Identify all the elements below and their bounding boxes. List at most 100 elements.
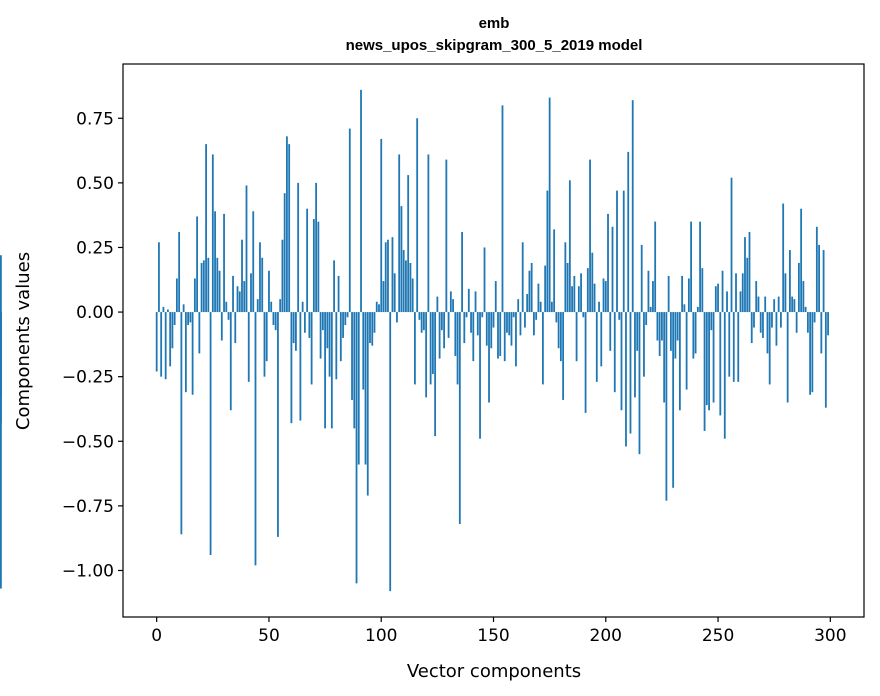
y-tick-label: −1.00 (62, 561, 114, 581)
bar-247 (710, 312, 713, 331)
bar-74 (321, 312, 324, 331)
bar-203 (611, 226, 614, 313)
bar-235 (683, 304, 686, 313)
bar-136 (461, 231, 463, 313)
bar-104 (389, 312, 392, 592)
bar-67 (306, 208, 309, 313)
bar-182 (564, 242, 567, 313)
plot-frame (122, 63, 865, 618)
bar-137 (463, 312, 466, 344)
bar-39 (243, 281, 246, 313)
bar-275 (773, 299, 776, 313)
x-tick-label: 150 (477, 626, 509, 646)
bar-118 (420, 312, 423, 333)
bar-38 (241, 239, 243, 313)
bar-283 (791, 296, 794, 313)
bar-63 (297, 182, 300, 313)
y-tick-label: 0.75 (76, 109, 114, 129)
bar-146 (483, 247, 486, 313)
x-tick-label: 200 (590, 626, 622, 646)
bar-156 (506, 312, 508, 333)
bar-219 (647, 270, 650, 313)
bar-87 (351, 312, 353, 400)
bar-204 (613, 312, 616, 393)
bar-200 (604, 281, 607, 313)
bar-15 (189, 312, 192, 323)
bar-81 (337, 275, 340, 313)
bar-170 (537, 283, 540, 313)
bar-121 (427, 154, 430, 313)
x-tick-label: 100 (365, 626, 397, 646)
bar-151 (494, 281, 497, 313)
bar-249 (714, 286, 717, 313)
x-tick-label: 0 (151, 626, 162, 646)
bar-241 (696, 306, 699, 313)
bar-159 (512, 312, 515, 318)
bar-100 (380, 138, 383, 313)
bar-165 (526, 293, 529, 313)
bar-168 (533, 312, 535, 336)
bar-266 (753, 312, 755, 328)
bar-243 (701, 268, 704, 313)
bar-65 (301, 301, 304, 313)
bar-286 (797, 262, 800, 313)
bar-279 (782, 203, 785, 313)
bar-1 (158, 242, 160, 313)
bar-183 (566, 262, 569, 313)
bar-21 (202, 260, 205, 313)
bar-280 (784, 273, 787, 313)
bar-260 (739, 291, 742, 313)
bar-158 (510, 312, 513, 346)
bar-64 (299, 312, 302, 421)
bar-30 (223, 213, 225, 313)
bar-252 (721, 270, 724, 313)
bar-98 (375, 301, 378, 313)
bar-281 (786, 312, 789, 403)
bar-190 (582, 312, 585, 318)
bar-139 (467, 288, 470, 313)
bar-72 (317, 221, 320, 313)
bar-303 (0, 312, 2, 589)
bar-125 (436, 296, 439, 313)
bar-144 (479, 312, 481, 439)
bar-97 (373, 312, 376, 333)
bar-134 (456, 312, 459, 385)
bar-272 (766, 312, 769, 354)
bar-129 (445, 159, 448, 313)
bar-117 (418, 312, 421, 320)
bar-154 (501, 105, 504, 313)
bar-4 (164, 312, 167, 380)
bar-161 (517, 299, 520, 313)
bar-75 (324, 312, 326, 429)
bar-285 (795, 312, 798, 333)
bar-42 (250, 273, 252, 313)
bar-253 (723, 312, 726, 439)
x-tick-label: 50 (258, 626, 280, 646)
bar-47 (261, 257, 264, 313)
bar-211 (629, 312, 632, 434)
bar-101 (382, 281, 385, 313)
bar-88 (353, 312, 356, 429)
bar-196 (595, 312, 598, 382)
bar-83 (342, 312, 344, 338)
bar-240 (694, 312, 697, 354)
bar-242 (699, 221, 701, 313)
bar-14 (187, 312, 190, 325)
bar-250 (717, 283, 719, 313)
bar-205 (616, 190, 618, 313)
bar-18 (196, 216, 198, 313)
bar-2 (160, 312, 163, 377)
bar-43 (252, 211, 255, 313)
y-axis-label: Components values (13, 252, 34, 430)
bar-54 (277, 312, 279, 537)
bar-206 (618, 312, 621, 320)
y-tick-label: 0.00 (76, 303, 114, 323)
bar-82 (339, 312, 342, 362)
bar-221 (652, 281, 654, 313)
y-tick-label: −0.75 (62, 497, 114, 517)
bar-262 (744, 237, 746, 313)
bar-174 (546, 190, 549, 313)
bar-192 (586, 268, 589, 313)
bar-232 (676, 312, 679, 341)
bar-269 (759, 312, 762, 333)
